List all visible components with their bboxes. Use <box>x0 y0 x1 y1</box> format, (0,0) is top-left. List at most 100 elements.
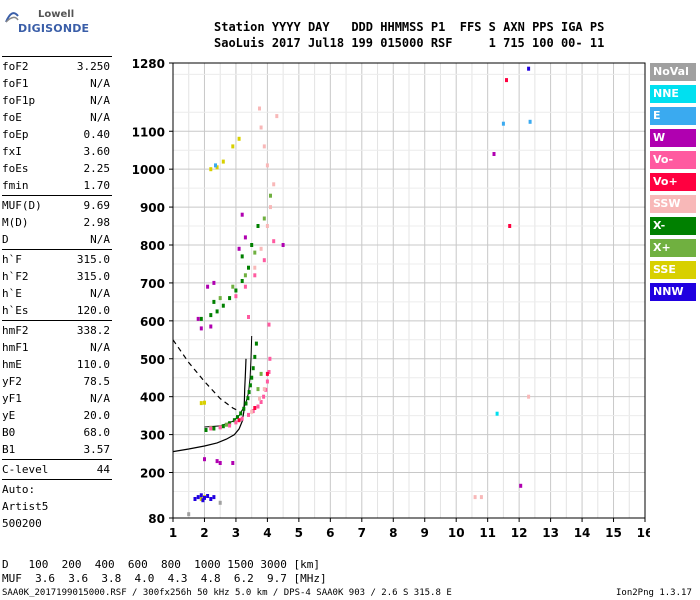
echo-points <box>187 66 532 517</box>
echo-point-xminus <box>246 396 250 401</box>
autoscaler-version: 500200 <box>2 517 42 530</box>
echo-point-xplus <box>243 273 247 278</box>
echo-point-xminus <box>204 428 208 432</box>
echo-point-nnw <box>203 495 206 500</box>
scaled-parameters-panel: foF2 3.250 foF1 N/A foF1p N/A foE N/A foEp 0.… <box>2 55 112 532</box>
echo-point-vominus <box>247 412 250 417</box>
logo-text-digisonde: DIGISONDE <box>18 22 90 35</box>
echo-point-nnw <box>212 495 216 500</box>
hdr-s-label: S <box>488 20 496 34</box>
legend-item-e: E <box>650 107 696 125</box>
echo-point-xminus <box>239 411 243 416</box>
param-row: foF1p N/A <box>2 94 110 107</box>
echo-point-ssw <box>258 396 261 401</box>
echo-point-xminus <box>247 265 250 270</box>
echo-point-vominus <box>268 356 272 361</box>
footer-file-info: SAA0K_2017199015000.RSF / 300fx256h 50 k… <box>2 588 452 598</box>
divider <box>2 56 112 57</box>
echo-point-vominus <box>240 416 244 421</box>
x-tick-label: 2 <box>200 526 208 540</box>
echo-point-xminus <box>228 296 232 301</box>
echo-point-nnw <box>527 66 531 71</box>
profile-extrapolation-dashed-line <box>172 339 240 412</box>
chart-grid <box>169 62 646 522</box>
echo-point-ssw <box>259 125 263 130</box>
x-tick-label: 3 <box>232 526 240 540</box>
echo-point-vominus <box>265 379 269 384</box>
echo-point-w <box>212 280 216 285</box>
echo-point-xminus <box>244 401 248 406</box>
legend-item-nnw: NNW <box>650 283 696 301</box>
echo-point-ssw <box>479 495 483 500</box>
echo-point-xplus <box>256 387 260 392</box>
echo-point-sse <box>237 136 241 141</box>
hdr-hhmmss-label: HHMMSS <box>380 20 424 34</box>
echo-point-vominus <box>247 315 250 319</box>
legend-item-w: W <box>650 129 696 147</box>
echo-point-vominus <box>262 394 266 399</box>
hdr-p1-value: RSF <box>430 36 453 50</box>
auto-label: Auto: <box>2 483 36 496</box>
echo-point-xminus <box>250 375 254 380</box>
echo-point-xminus <box>248 383 252 388</box>
ionogram-chart: 1 2 3 4 5 6 7 8 9 10 11 12 13 14 15 1680200300400500600… <box>132 57 650 540</box>
hdr-axn-label: AXN <box>503 20 525 34</box>
param-row: foE N/A <box>2 111 110 124</box>
divider <box>2 459 112 460</box>
divider <box>2 249 112 250</box>
x-tick-label: 7 <box>358 526 366 540</box>
echo-point-xminus <box>212 299 216 304</box>
param-row: C-level 44 <box>2 463 110 476</box>
echo-point-nnw <box>201 498 205 503</box>
echo-point-xminus <box>253 354 257 359</box>
y-tick-label: 300 <box>140 429 165 443</box>
echo-point-xminus <box>221 424 225 429</box>
y-tick-label: 1280 <box>132 57 165 71</box>
echo-point-vominus <box>209 426 213 431</box>
hdr-ps-value: 11 <box>589 36 605 50</box>
echo-point-ssw <box>259 246 263 251</box>
echo-point-sse <box>209 167 213 172</box>
param-row: yE 20.0 <box>2 409 110 422</box>
echo-point-xminus <box>247 390 251 395</box>
echo-point-xminus <box>254 341 258 346</box>
echo-point-w <box>218 461 222 465</box>
hdr-axn-value: 715 <box>503 36 525 50</box>
echo-point-xminus <box>221 303 225 308</box>
echo-point-voplus <box>265 371 269 376</box>
divider <box>2 479 112 480</box>
param-row: foF1 N/A <box>2 77 110 90</box>
echo-point-w <box>199 326 203 331</box>
echo-point-xplus <box>231 284 235 289</box>
echo-point-sse <box>199 401 203 406</box>
legend-item-noval: NoVal <box>650 63 696 81</box>
echo-point-e <box>214 163 217 168</box>
echo-point-vominus <box>234 420 238 425</box>
echo-point-vominus <box>272 239 276 244</box>
hdr-hhmmss-value: 015000 <box>380 36 424 50</box>
hdr-year-label: YYYY <box>271 20 301 34</box>
y-tick-label: 1100 <box>132 125 165 139</box>
footer-version: Ion2Png 1.3.17 <box>616 588 692 598</box>
y-tick-label: 600 <box>140 315 165 329</box>
echo-point-nne <box>495 411 499 416</box>
param-row: yF2 78.5 <box>2 375 110 388</box>
y-tick-label: 900 <box>140 201 165 215</box>
x-tick-label: 15 <box>605 526 622 540</box>
legend-item-sse: SSE <box>650 261 696 279</box>
echo-point-xminus <box>240 279 244 283</box>
param-row: hmF1 N/A <box>2 341 110 354</box>
legend-item-x-plus: X+ <box>650 239 696 257</box>
x-tick-label: 1 <box>169 526 177 540</box>
header-row-1: Station YYYY DAY DDD HHMMSS P1 FFS S AXN… <box>214 20 604 34</box>
echo-point-vominus <box>267 370 271 374</box>
echo-point-vominus <box>218 425 222 430</box>
echo-point-sse <box>215 165 219 170</box>
echo-point-voplus <box>508 224 512 228</box>
echo-point-xplus <box>259 371 263 376</box>
hdr-day-value: Jul18 <box>307 36 345 50</box>
hdr-pps-value: 100 <box>532 36 554 50</box>
echo-point-w <box>231 461 235 465</box>
echo-point-w <box>281 243 285 247</box>
echo-point-ssw <box>262 387 266 392</box>
